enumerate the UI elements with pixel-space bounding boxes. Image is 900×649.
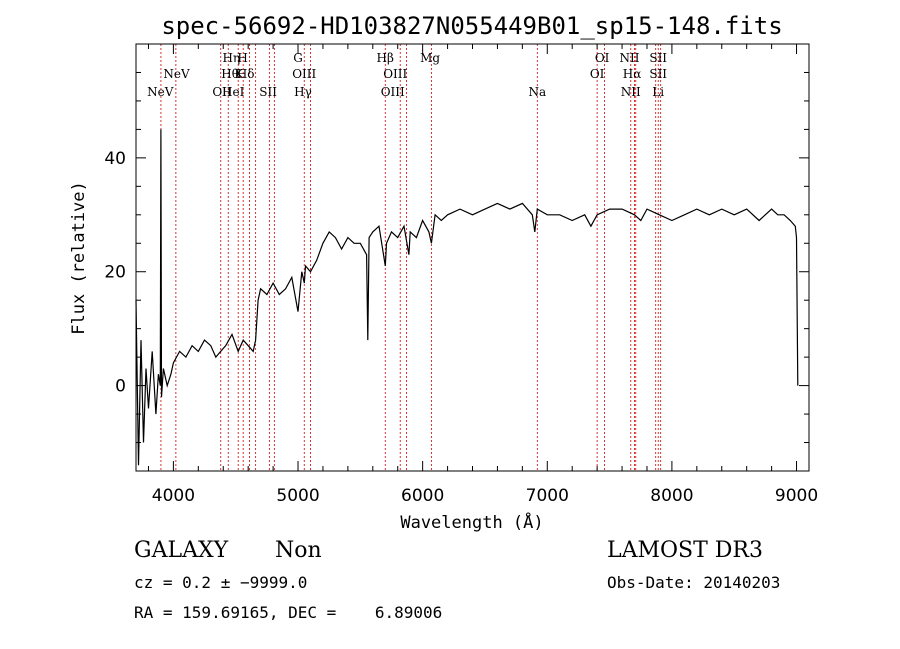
y-tick-label: 20 [104,263,126,283]
object-class: GALAXY [134,538,229,563]
line-label: NeV [147,85,174,99]
line-label: H [237,51,247,65]
line-label: OIII [383,67,407,81]
x-tick-label: 7000 [526,486,569,506]
y-tick-label: 0 [115,377,126,397]
line-label: Li [652,85,664,99]
x-tick-label: 9000 [775,486,818,506]
line-label: NII [621,85,641,99]
x-tick-label: 6000 [401,486,444,506]
line-label: Hθ [221,67,239,81]
line-label: K [234,67,244,81]
line-label: Hδ [237,67,255,81]
chart-title: spec-56692-HD103827N055449B01_sp15-148.f… [161,12,782,40]
y-axis-ticks: 0 20 40 [104,71,809,444]
line-label: HeI [222,85,245,99]
line-label: Mg [420,51,440,65]
line-label: OIII [292,67,316,81]
line-label: NeV [163,67,190,81]
x-tick-label: 8000 [650,486,693,506]
line-label: Na [528,85,546,99]
line-label: OI [590,67,605,81]
line-label: Hη [223,51,241,65]
x-tick-label: 5000 [276,486,319,506]
line-label: SII [649,51,667,65]
obs-date: Obs-Date: 20140203 [607,573,781,592]
line-label: OII [212,85,232,99]
line-label: SII [649,67,667,81]
x-axis-label: Wavelength (Å) [400,511,543,533]
y-tick-label: 40 [104,149,126,169]
line-label: NII [620,51,640,65]
line-label: Hα [623,67,642,81]
x-tick-label: 4000 [152,486,195,506]
plot-frame [135,43,810,472]
x-axis-ticks: 4000 5000 6000 7000 8000 9000 [147,44,818,506]
coordinates: RA = 159.69165, DEC = 6.89006 [134,603,443,622]
line-label: OI [595,51,610,65]
spectrum-line [135,129,799,466]
line-label: Hγ [294,85,312,99]
line-label: G [293,51,303,65]
y-axis-label: Flux (relative) [69,181,89,335]
line-label: Hβ [377,51,394,65]
line-label: OIII [381,85,405,99]
line-label: SII [259,85,277,99]
survey-name: LAMOST DR3 [607,538,763,563]
spectral-line-labels: NeV NeV OII Hη Hθ HK HeI Hδ SII G OIII Hγ Hβ OIII OIII… [147,51,667,99]
spectral-line-markers [160,44,662,471]
redshift: cz = 0.2 ± −9999.0 [134,573,308,592]
object-subclass: Non [275,538,322,563]
